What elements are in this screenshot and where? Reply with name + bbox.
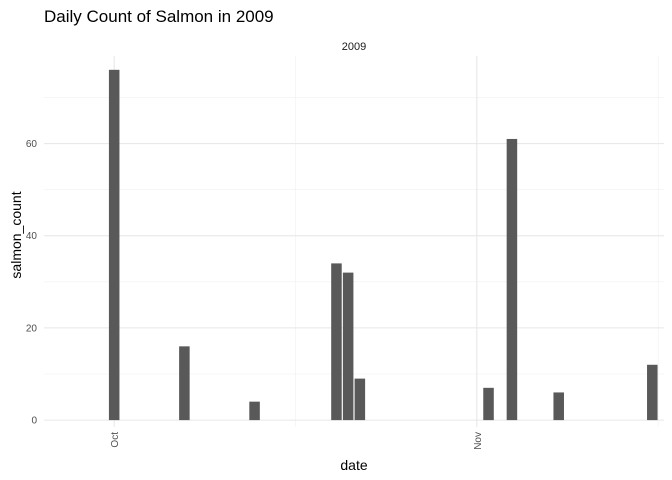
- y-tick-label: 20: [26, 323, 38, 334]
- facet-label: 2009: [342, 41, 366, 53]
- bars: [108, 69, 658, 421]
- bar: [354, 378, 366, 421]
- y-tick-label: 0: [31, 416, 37, 427]
- bar: [108, 69, 120, 421]
- x-tick-labels: Oct Nov: [110, 432, 484, 450]
- bar: [179, 346, 190, 421]
- minor-gridlines: [44, 56, 664, 427]
- bar: [249, 401, 260, 421]
- bar: [483, 387, 494, 421]
- y-tick-label: 40: [26, 231, 38, 242]
- bar: [342, 272, 354, 421]
- bar: [647, 364, 658, 421]
- x-tick-label: Nov: [473, 432, 484, 450]
- bar: [331, 263, 342, 421]
- x-axis-title: date: [340, 457, 367, 473]
- chart-title: Daily Count of Salmon in 2009: [44, 7, 274, 26]
- x-tick-label: Oct: [110, 432, 121, 448]
- bar: [506, 138, 518, 421]
- y-tick-labels: 0 20 40 60: [26, 139, 38, 427]
- bar: [553, 392, 564, 421]
- y-axis-title: salmon_count: [8, 191, 24, 278]
- major-gridlines: [44, 56, 664, 427]
- y-tick-label: 60: [26, 139, 38, 150]
